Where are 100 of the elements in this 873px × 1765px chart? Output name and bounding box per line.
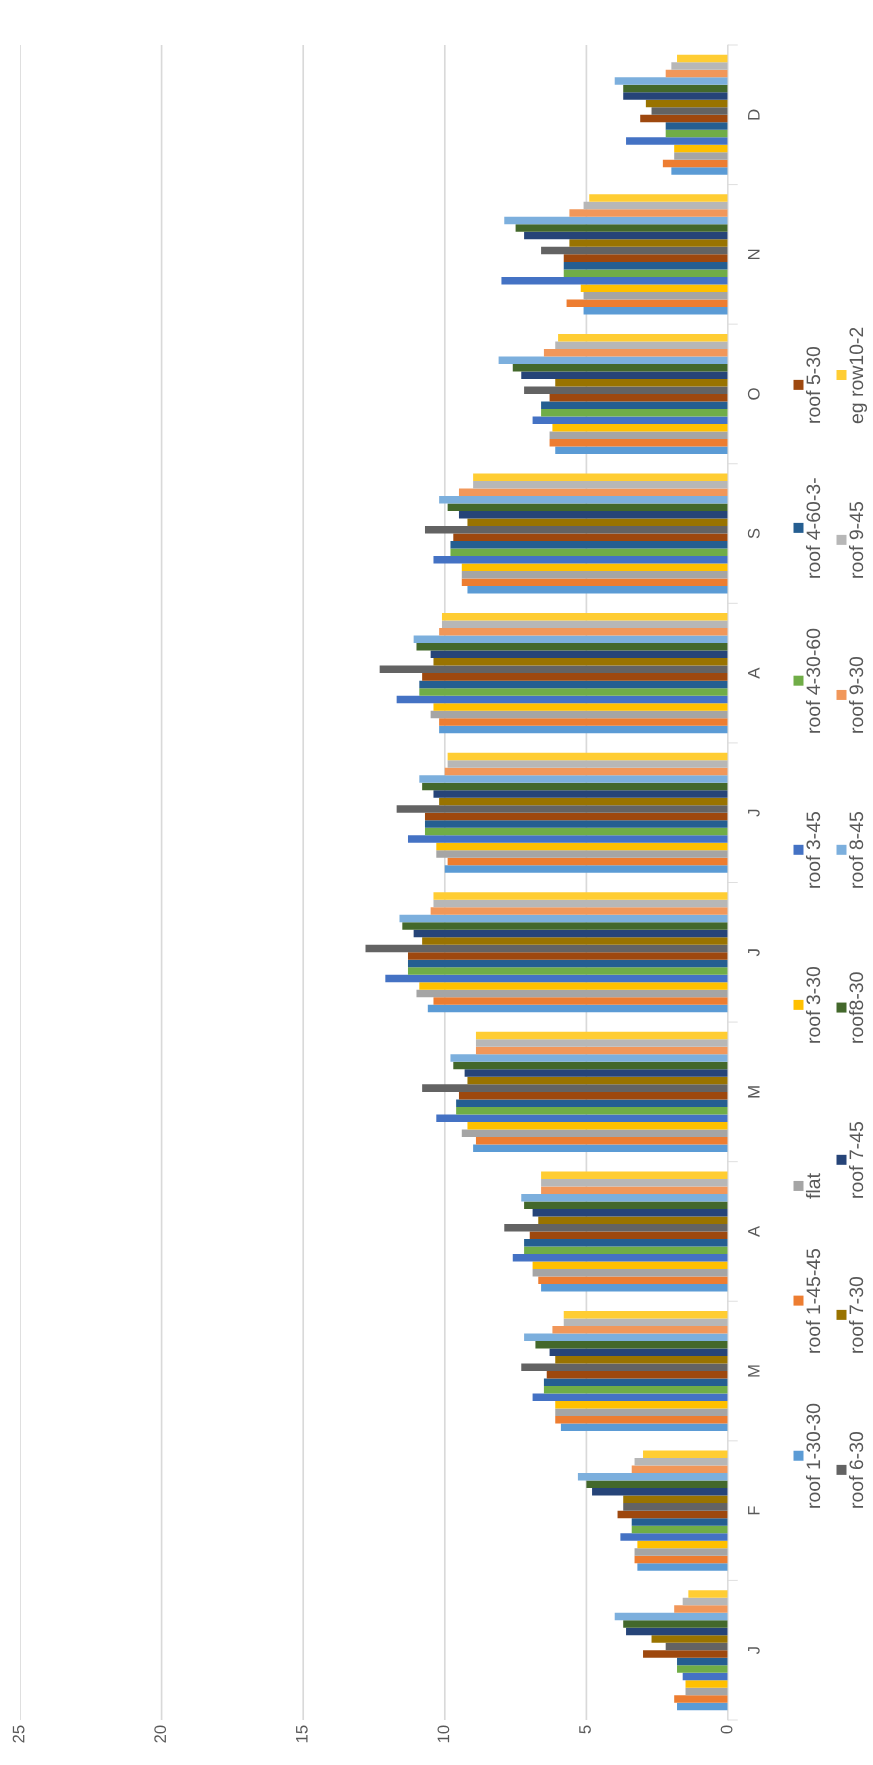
bar: [430, 710, 728, 719]
bar: [379, 665, 728, 674]
bar: [631, 1465, 728, 1474]
bar: [524, 1246, 728, 1254]
bar: [538, 1216, 728, 1224]
bar: [447, 760, 728, 768]
bar: [665, 69, 728, 78]
bar: [569, 209, 728, 217]
y-tick-label: M: [748, 1086, 760, 1098]
x-tick-label: 20: [154, 1725, 167, 1743]
bar: [467, 586, 728, 594]
bar: [634, 1548, 728, 1556]
x-tick-label: 15: [296, 1725, 308, 1743]
bar: [424, 827, 728, 836]
bar: [541, 408, 728, 417]
bar: [453, 1061, 728, 1070]
bar: [674, 1605, 728, 1613]
bar: [433, 703, 728, 711]
bar: [473, 481, 728, 489]
bar: [521, 1363, 728, 1372]
bar: [685, 1680, 728, 1688]
bar: [643, 1650, 728, 1658]
bar: [529, 1231, 728, 1239]
bar: [467, 1121, 728, 1130]
bar: [467, 518, 728, 527]
bar: [623, 1495, 728, 1504]
bar: [623, 1503, 728, 1511]
bar: [592, 1488, 728, 1496]
bar: [549, 438, 728, 447]
bar: [433, 899, 728, 908]
x-tick-label: 25: [12, 1725, 25, 1743]
bar: [422, 673, 728, 681]
bar: [512, 1253, 728, 1262]
bar: [430, 650, 728, 659]
bar: [433, 556, 728, 564]
bar: [552, 1326, 728, 1334]
bar: [439, 725, 728, 734]
y-tick-label: S: [747, 528, 760, 539]
y-tick-label: J: [748, 1647, 760, 1655]
legend-label: roof 4-60-3-: [805, 478, 821, 578]
bar: [512, 363, 728, 372]
bar: [614, 1612, 728, 1621]
bar: [688, 1590, 728, 1598]
bar: [407, 967, 728, 975]
bar: [458, 1091, 728, 1100]
bar: [504, 216, 728, 225]
bar: [521, 371, 728, 379]
bar: [461, 563, 728, 572]
x-tick-label: 0: [720, 1725, 733, 1734]
bar: [524, 1333, 728, 1342]
bar: [475, 1136, 728, 1145]
bar: [631, 1525, 728, 1534]
y-tick-label: J: [748, 949, 760, 957]
legend-label: roof 9-45: [848, 501, 864, 578]
bar: [422, 937, 728, 945]
bar: [436, 850, 728, 858]
bar: [555, 446, 728, 454]
bar: [541, 1186, 728, 1194]
bar: [444, 865, 728, 873]
bar: [419, 982, 728, 990]
bar: [422, 782, 728, 791]
bar: [424, 820, 728, 828]
bar: [623, 84, 728, 93]
bar: [583, 201, 728, 210]
bar: [439, 628, 728, 636]
y-tick-label: F: [748, 1506, 760, 1515]
bar: [682, 1597, 728, 1606]
bar: [685, 1687, 728, 1696]
bar: [555, 341, 728, 349]
bar: [563, 254, 728, 262]
y-tick-label: N: [748, 249, 760, 260]
bar: [640, 114, 728, 123]
legend-label: roof 1-45-45: [805, 1248, 821, 1353]
bar: [682, 1672, 728, 1681]
bar: [458, 511, 728, 519]
bar: [614, 77, 728, 85]
bar: [436, 1114, 728, 1122]
legend-label: flat: [805, 1173, 821, 1199]
y-tick-label: M: [748, 1365, 760, 1377]
bar: [546, 1371, 728, 1379]
legend-label: roof 8-45: [848, 811, 864, 888]
bar: [637, 1563, 728, 1571]
bar: [521, 1193, 728, 1202]
bar: [515, 224, 728, 232]
bar: [541, 1178, 728, 1187]
bar: [589, 194, 728, 202]
bar: [674, 144, 728, 153]
bar: [563, 261, 728, 270]
bar: [456, 1099, 728, 1107]
bar: [555, 1356, 728, 1364]
bar: [453, 533, 728, 542]
bar: [549, 393, 728, 402]
bar: [441, 613, 728, 621]
bar: [651, 1635, 728, 1643]
bar: [444, 767, 728, 776]
legend-label: roof 3-45: [805, 811, 821, 888]
bar: [461, 578, 728, 587]
bar: [424, 812, 728, 821]
bar: [475, 1039, 728, 1047]
bar: [538, 1276, 728, 1284]
